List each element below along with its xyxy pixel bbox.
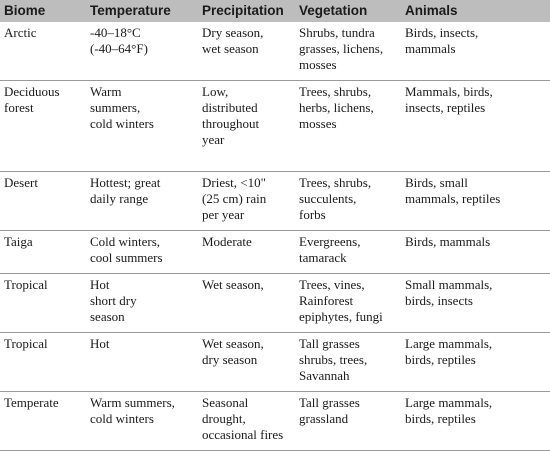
cell-biome: Temperate — [0, 391, 86, 451]
header-row: Biome Temperature Precipitation Vegetati… — [0, 0, 550, 22]
table-header: Biome Temperature Precipitation Vegetati… — [0, 0, 550, 22]
cell-animals: Mammals, birds, insects, reptiles — [401, 80, 550, 172]
header-vegetation: Vegetation — [295, 0, 401, 22]
cell-temperature: Warm summers, cold winters — [86, 391, 198, 451]
cell-vegetation: Trees, vines, Rainforest epiphytes, fung… — [295, 273, 401, 333]
cell-precipitation: Dry season, wet season — [198, 22, 295, 81]
cell-precipitation: Wet season, — [198, 273, 295, 333]
cell-vegetation: Tall grasses shrubs, trees, Savannah — [295, 332, 401, 392]
table-body: Arctic -40–18°C (-40–64°F) Dry season, w… — [0, 22, 550, 451]
cell-temperature: Warm summers, cold winters — [86, 80, 198, 172]
cell-precipitation: Low, distributed throughout year — [198, 80, 295, 172]
cell-biome: Tropical — [0, 332, 86, 392]
table-row: Tropical Hot Wet season, dry season Tall… — [0, 332, 550, 392]
cell-biome: Deciduous forest — [0, 80, 86, 172]
cell-temperature: Hot — [86, 332, 198, 392]
cell-vegetation: Trees, shrubs, succulents, forbs — [295, 171, 401, 231]
cell-precipitation: Moderate — [198, 230, 295, 274]
cell-biome: Arctic — [0, 22, 86, 81]
cell-biome: Taiga — [0, 230, 86, 274]
cell-temperature: Hottest; great daily range — [86, 171, 198, 231]
cell-vegetation: Shrubs, tundra grasses, lichens, mosses — [295, 22, 401, 81]
cell-precipitation: Wet season, dry season — [198, 332, 295, 392]
table-row: Tropical Hot short dry season Wet season… — [0, 273, 550, 333]
header-precipitation: Precipitation — [198, 0, 295, 22]
cell-animals: Birds, insects, mammals — [401, 22, 550, 81]
table-row: Arctic -40–18°C (-40–64°F) Dry season, w… — [0, 22, 550, 81]
table-row: Desert Hottest; great daily range Driest… — [0, 171, 550, 231]
cell-precipitation: Seasonal drought, occasional fires — [198, 391, 295, 451]
cell-animals: Birds, small mammals, reptiles — [401, 171, 550, 231]
cell-precipitation: Driest, <10" (25 cm) rain per year — [198, 171, 295, 231]
header-temperature: Temperature — [86, 0, 198, 22]
cell-biome: Desert — [0, 171, 86, 231]
cell-biome: Tropical — [0, 273, 86, 333]
cell-animals: Large mammals, birds, reptiles — [401, 332, 550, 392]
cell-vegetation: Tall grasses grassland — [295, 391, 401, 451]
header-biome: Biome — [0, 0, 86, 22]
table-row: Taiga Cold winters, cool summers Moderat… — [0, 230, 550, 274]
cell-animals: Birds, mammals — [401, 230, 550, 274]
cell-temperature: -40–18°C (-40–64°F) — [86, 22, 198, 81]
table-row: Deciduous forest Warm summers, cold wint… — [0, 80, 550, 172]
cell-temperature: Hot short dry season — [86, 273, 198, 333]
cell-vegetation: Trees, shrubs, herbs, lichens, mosses — [295, 80, 401, 172]
cell-animals: Large mammals, birds, reptiles — [401, 391, 550, 451]
header-animals: Animals — [401, 0, 550, 22]
table-row: Temperate Warm summers, cold winters Sea… — [0, 391, 550, 451]
cell-animals: Small mammals, birds, insects — [401, 273, 550, 333]
cell-vegetation: Evergreens, tamarack — [295, 230, 401, 274]
cell-temperature: Cold winters, cool summers — [86, 230, 198, 274]
